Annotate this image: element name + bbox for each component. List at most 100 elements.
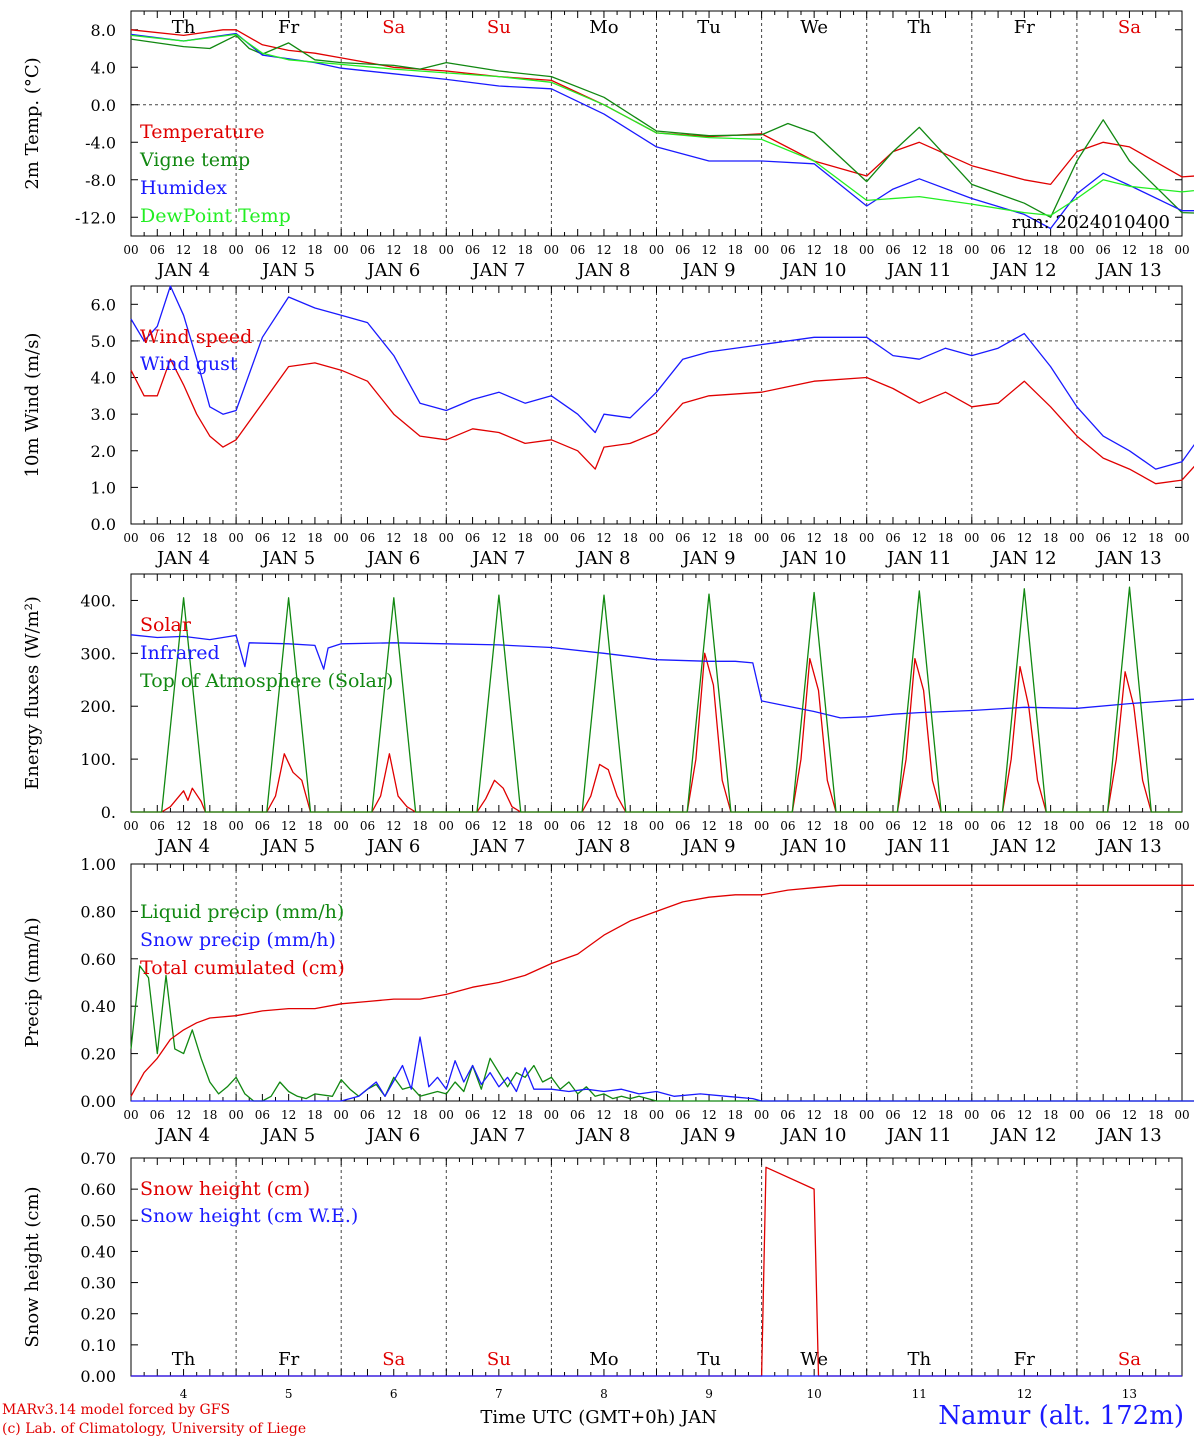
date-label: JAN 13 xyxy=(1095,1125,1162,1146)
hour-tick-label: 18 xyxy=(728,243,743,257)
date-label: JAN 12 xyxy=(990,548,1057,569)
hour-tick-label: 18 xyxy=(728,531,743,545)
hour-tick-label: 12 xyxy=(491,819,506,833)
hour-tick-label: 06 xyxy=(1096,531,1111,545)
hour-tick-label: 06 xyxy=(150,1108,165,1122)
hour-tick-label: 00 xyxy=(1069,819,1084,833)
hour-tick-label: 12 xyxy=(386,1108,401,1122)
y-tick-label: 0.40 xyxy=(80,997,116,1016)
weekday-label: Sa xyxy=(1118,1349,1141,1370)
y-tick-label: 200. xyxy=(80,697,116,716)
hour-tick-label: 12 xyxy=(912,531,927,545)
hour-tick-label: 12 xyxy=(491,1108,506,1122)
hour-tick-label: 06 xyxy=(255,243,270,257)
y-tick-label: 400. xyxy=(80,591,116,610)
hour-tick-label: 18 xyxy=(307,1108,322,1122)
date-label: JAN 7 xyxy=(470,1125,525,1146)
hour-tick-label: 18 xyxy=(623,819,638,833)
hour-tick-label: 18 xyxy=(202,1108,217,1122)
day-number-label: 6 xyxy=(390,1387,398,1401)
weekday-label: Th xyxy=(907,1349,931,1370)
hour-tick-label: 18 xyxy=(1148,1108,1163,1122)
hour-tick-label: 12 xyxy=(1017,1108,1032,1122)
hour-tick-label: 00 xyxy=(754,243,769,257)
y-tick-label: 4.0 xyxy=(91,369,116,388)
hour-tick-label: 18 xyxy=(412,1108,427,1122)
series-line-energy-1 xyxy=(130,634,1194,719)
y-tick-label: 1.00 xyxy=(80,855,116,874)
hour-tick-label: 12 xyxy=(596,243,611,257)
date-label: JAN 9 xyxy=(680,548,735,569)
y-tick-label: 1.0 xyxy=(91,478,116,497)
legend-entry: Solar xyxy=(140,614,192,636)
hour-tick-label: 00 xyxy=(964,1108,979,1122)
hour-tick-label: 12 xyxy=(1017,531,1032,545)
hour-tick-label: 06 xyxy=(150,819,165,833)
weekday-label: Su xyxy=(487,1349,511,1370)
y-tick-label: 0.30 xyxy=(80,1274,116,1293)
hour-tick-label: 12 xyxy=(1122,531,1137,545)
hour-tick-label: 18 xyxy=(833,1108,848,1122)
day-number-label: 13 xyxy=(1122,1387,1137,1401)
hour-tick-label: 00 xyxy=(754,819,769,833)
hour-tick-label: 00 xyxy=(649,531,664,545)
hour-tick-label: 00 xyxy=(859,819,874,833)
day-number-label: 5 xyxy=(285,1387,293,1401)
legend-entry: Snow height (cm) xyxy=(140,1178,310,1200)
hour-tick-label: 12 xyxy=(807,243,822,257)
day-number-label: 9 xyxy=(705,1387,713,1401)
hour-tick-label: 12 xyxy=(281,819,296,833)
date-label: JAN 11 xyxy=(885,548,952,569)
hour-tick-label: 06 xyxy=(465,243,480,257)
hour-tick-label: 12 xyxy=(1122,243,1137,257)
hour-tick-label: 18 xyxy=(412,531,427,545)
hour-tick-label: 12 xyxy=(281,1108,296,1122)
panel-snow: 0.00 0.10 0.20 0.30 0.40 0.50 0.60 0.70 Snow hei… xyxy=(22,1149,1183,1428)
weekday-label: Th xyxy=(907,17,931,38)
hour-tick-label: 06 xyxy=(675,1108,690,1122)
hour-tick-label: 18 xyxy=(202,819,217,833)
hour-tick-label: 00 xyxy=(439,531,454,545)
hour-tick-label: 12 xyxy=(912,1108,927,1122)
weekday-label: Sa xyxy=(382,17,405,38)
weekday-label: Fr xyxy=(1014,1349,1035,1370)
hour-tick-label: 12 xyxy=(386,243,401,257)
hour-tick-label: 18 xyxy=(728,819,743,833)
y-tick-label: 0.00 xyxy=(80,1367,116,1386)
hour-tick-label: 00 xyxy=(439,243,454,257)
hour-tick-label: 18 xyxy=(623,1108,638,1122)
date-label: JAN 8 xyxy=(575,836,630,857)
hour-tick-label: 12 xyxy=(176,819,191,833)
date-label: JAN 10 xyxy=(780,548,847,569)
date-label: JAN 6 xyxy=(365,548,420,569)
hour-tick-label: 06 xyxy=(780,243,795,257)
date-label: JAN 7 xyxy=(470,260,525,281)
panel-precip: 0.00 0.20 0.40 0.60 0.80 1.00 Precip (mm/h) 00 0… xyxy=(22,855,1194,1146)
hour-tick-label: 00 xyxy=(859,243,874,257)
hour-tick-label: 06 xyxy=(885,243,900,257)
hour-tick-label: 00 xyxy=(123,531,138,545)
legend-entry: Total cumulated (cm) xyxy=(140,957,345,979)
hour-tick-label: 06 xyxy=(255,819,270,833)
y-tick-label: 0.40 xyxy=(80,1242,116,1261)
hour-tick-label: 06 xyxy=(360,819,375,833)
hour-tick-label: 12 xyxy=(807,531,822,545)
hour-tick-label: 06 xyxy=(150,243,165,257)
hour-tick-label: 06 xyxy=(780,819,795,833)
hour-tick-label: 00 xyxy=(1174,243,1189,257)
date-label: JAN 13 xyxy=(1095,260,1162,281)
date-label: JAN 5 xyxy=(260,836,315,857)
date-label: JAN 5 xyxy=(260,260,315,281)
hour-tick-label: 06 xyxy=(360,243,375,257)
y-tick-label: 0.00 xyxy=(80,1092,116,1111)
y-tick-label: 5.0 xyxy=(91,332,116,351)
y-axis-label: 2m Temp. (°C) xyxy=(22,57,43,189)
hour-tick-label: 06 xyxy=(780,531,795,545)
hour-tick-label: 12 xyxy=(701,243,716,257)
hour-tick-label: 06 xyxy=(885,531,900,545)
weekday-label: Su xyxy=(487,17,511,38)
hour-tick-label: 00 xyxy=(228,819,243,833)
plot-frame xyxy=(130,573,1183,813)
hour-tick-label: 18 xyxy=(938,1108,953,1122)
hour-tick-label: 18 xyxy=(1043,819,1058,833)
